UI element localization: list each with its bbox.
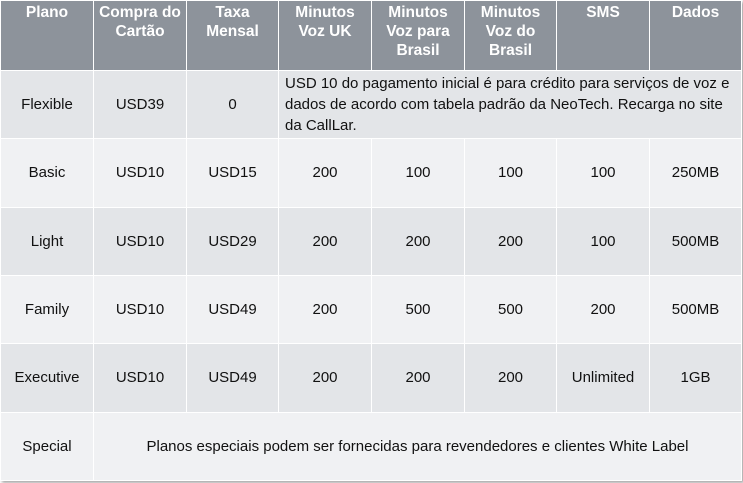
header-dados: Dados — [649, 0, 742, 71]
table-row-basic: Basic USD10 USD15 200 100 100 100 250MB — [0, 138, 742, 208]
cell-compra: USD10 — [93, 274, 187, 345]
cell-dados: 250MB — [649, 138, 742, 208]
flexible-note: USD 10 do pagamento inicial é para crédi… — [278, 69, 742, 140]
cell-compra: USD10 — [93, 138, 187, 208]
cell-plano: Executive — [0, 343, 94, 413]
cell-voz-do-brasil: 200 — [464, 206, 557, 276]
cell-voz-para-brasil: 200 — [371, 343, 465, 413]
cell-sms: 100 — [556, 206, 650, 276]
header-minutos-voz-para-brasil: Minutos Voz para Brasil — [371, 0, 465, 71]
table-row-family: Family USD10 USD49 200 500 500 200 500MB — [0, 274, 742, 345]
table-row-light: Light USD10 USD29 200 200 200 100 500MB — [0, 206, 742, 276]
cell-taxa: USD29 — [186, 206, 279, 276]
cell-voz-para-brasil: 100 — [371, 138, 465, 208]
header-row: Plano Compra do Cartão Taxa Mensal Minut… — [0, 0, 742, 71]
cell-voz-do-brasil: 100 — [464, 138, 557, 208]
cell-voz-uk: 200 — [278, 206, 372, 276]
table-row-flexible: Flexible USD39 0 USD 10 do pagamento ini… — [0, 69, 742, 140]
cell-compra: USD39 — [93, 69, 187, 140]
table-row-executive: Executive USD10 USD49 200 200 200 Unlimi… — [0, 343, 742, 413]
header-minutos-voz-do-brasil: Minutos Voz do Brasil — [464, 0, 557, 71]
header-compra-do-cartao: Compra do Cartão — [93, 0, 187, 71]
cell-dados: 500MB — [649, 206, 742, 276]
header-taxa-mensal: Taxa Mensal — [186, 0, 279, 71]
cell-dados: 500MB — [649, 274, 742, 345]
cell-dados: 1GB — [649, 343, 742, 413]
cell-compra: USD10 — [93, 206, 187, 276]
cell-sms: Unlimited — [556, 343, 650, 413]
cell-plano: Special — [0, 411, 94, 482]
cell-voz-uk: 200 — [278, 343, 372, 413]
cell-voz-uk: 200 — [278, 274, 372, 345]
cell-plano: Basic — [0, 138, 94, 208]
cell-taxa: 0 — [186, 69, 279, 140]
cell-voz-uk: 200 — [278, 138, 372, 208]
cell-sms: 200 — [556, 274, 650, 345]
cell-taxa: USD49 — [186, 343, 279, 413]
cell-taxa: USD15 — [186, 138, 279, 208]
cell-sms: 100 — [556, 138, 650, 208]
header-minutos-voz-uk: Minutos Voz UK — [278, 0, 372, 71]
cell-voz-do-brasil: 500 — [464, 274, 557, 345]
cell-plano: Flexible — [0, 69, 94, 140]
cell-voz-do-brasil: 200 — [464, 343, 557, 413]
header-sms: SMS — [556, 0, 650, 71]
cell-voz-para-brasil: 200 — [371, 206, 465, 276]
table-row-special: Special Planos especiais podem ser forne… — [0, 411, 742, 482]
cell-plano: Light — [0, 206, 94, 276]
cell-taxa: USD49 — [186, 274, 279, 345]
header-plano: Plano — [0, 0, 94, 71]
cell-plano: Family — [0, 274, 94, 345]
cell-voz-para-brasil: 500 — [371, 274, 465, 345]
cell-compra: USD10 — [93, 343, 187, 413]
special-note: Planos especiais podem ser fornecidas pa… — [93, 411, 742, 482]
